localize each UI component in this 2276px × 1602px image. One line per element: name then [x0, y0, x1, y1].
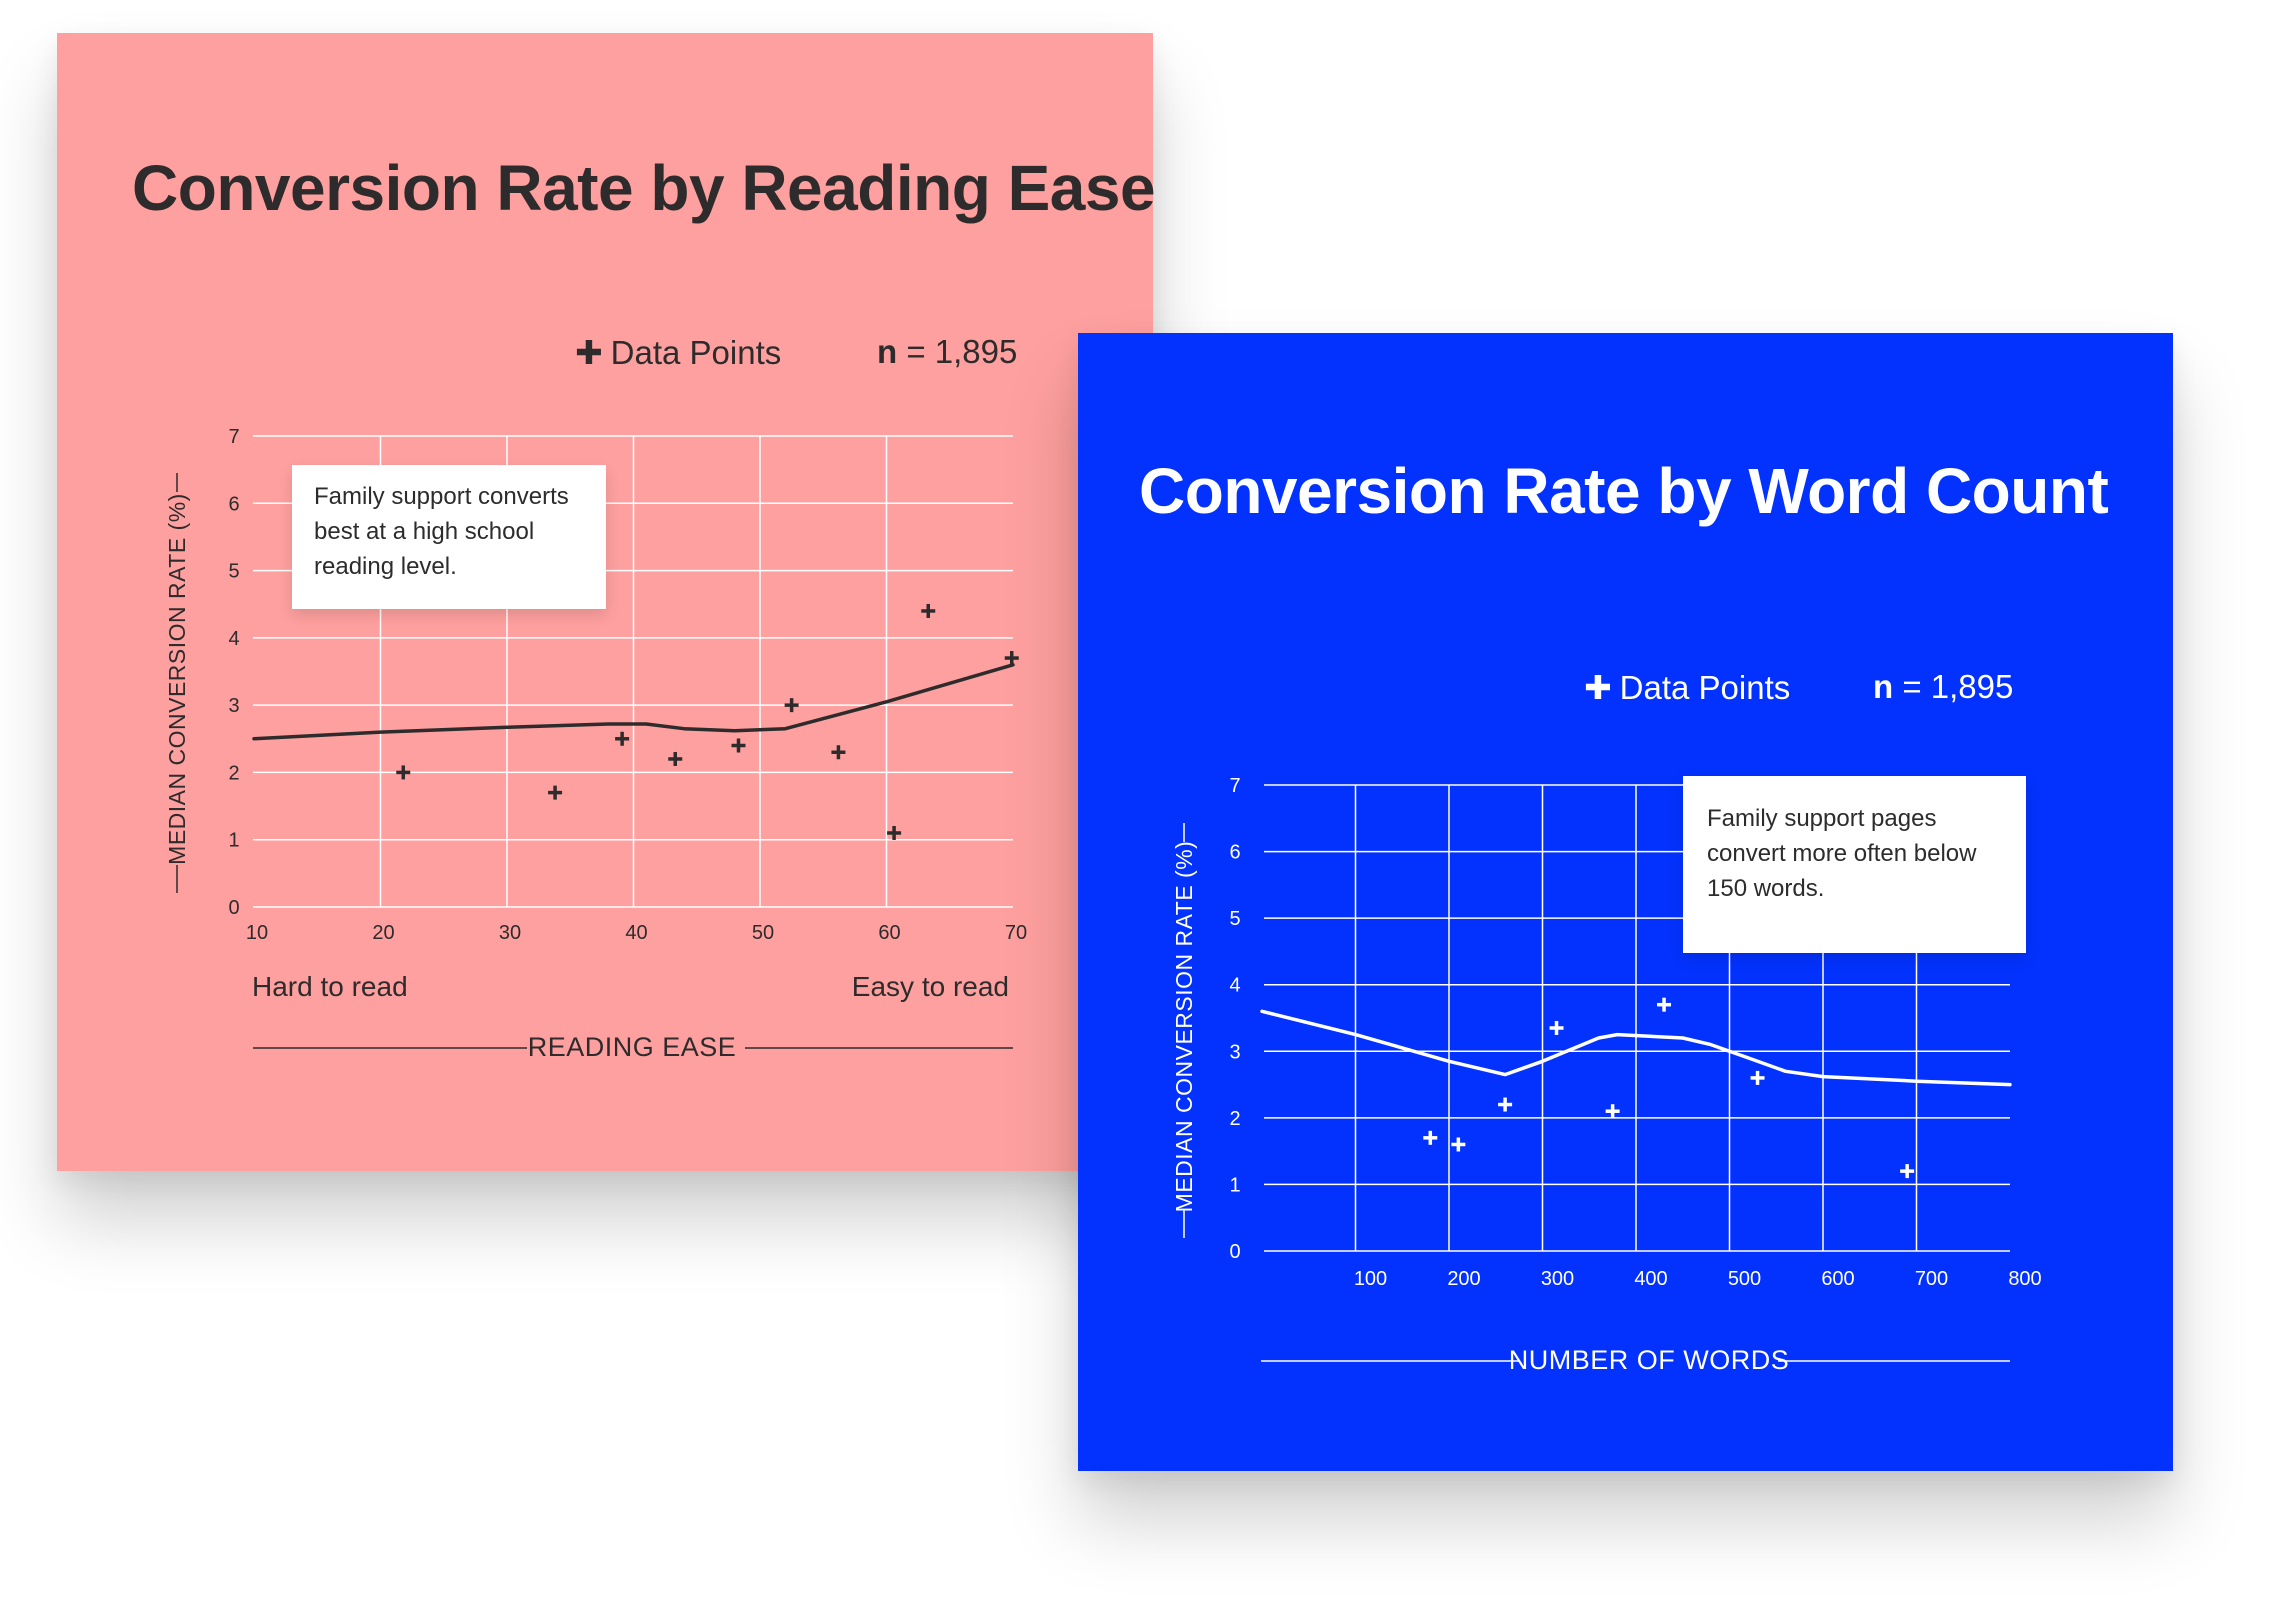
annotation-box: Family support converts best at a high s… — [292, 465, 606, 609]
reading-ease-card: Conversion Rate by Reading Ease ✚ Data Po… — [57, 33, 1156, 1171]
sample-size: n = 1,895 — [1873, 668, 2013, 706]
word-count-card: Conversion Rate by Word Count ✚ Data Poin… — [1078, 333, 2173, 1471]
legend: ✚ Data Points — [575, 333, 781, 372]
sample-size-value: = 1,895 — [906, 333, 1018, 370]
data-point-marker — [731, 738, 746, 753]
annotation-line: reading level. — [314, 553, 457, 580]
plus-icon: ✚ — [1584, 669, 1612, 706]
y-tick-label: 2 — [1229, 1108, 1240, 1130]
data-point-marker — [1900, 1164, 1915, 1179]
y-tick-label: 4 — [1229, 975, 1240, 997]
data-point-marker — [1004, 651, 1019, 666]
y-tick-label: 0 — [228, 897, 239, 919]
legend-label: Data Points — [1619, 669, 1791, 706]
y-tick-label: 7 — [1229, 775, 1240, 797]
plus-icon: ✚ — [575, 334, 603, 371]
chart-title: Conversion Rate by Reading Ease — [132, 152, 1156, 224]
x-tick-label: 100 — [1354, 1268, 1387, 1290]
y-tick-label: 6 — [1229, 842, 1240, 864]
x-axis-label: NUMBER OF WORDS — [1509, 1345, 1790, 1375]
data-point-marker — [921, 603, 936, 618]
y-tick-label: 3 — [228, 695, 239, 717]
data-point-marker — [887, 825, 902, 840]
x-tick-label: 60 — [878, 922, 900, 944]
sample-size-symbol: n — [1873, 668, 1894, 705]
x-tick-label: 70 — [1005, 922, 1027, 944]
x-tick-label: 700 — [1915, 1268, 1948, 1290]
trend-line — [1260, 1009, 2012, 1087]
annotation-line: Family support converts — [314, 483, 569, 510]
x-axis-note-left: Hard to read — [252, 971, 408, 1002]
x-tick-label: 400 — [1634, 1268, 1667, 1290]
data-point-marker — [668, 751, 683, 766]
x-tick-label: 500 — [1728, 1268, 1761, 1290]
data-point-marker — [1498, 1097, 1513, 1112]
y-tick-label: 1 — [1229, 1174, 1240, 1196]
x-tick-label: 600 — [1821, 1268, 1854, 1290]
x-tick-label: 40 — [625, 922, 647, 944]
y-tick-label: 5 — [228, 561, 239, 583]
x-axis-label: READING EASE — [528, 1032, 737, 1062]
x-tick-label: 10 — [246, 922, 268, 944]
x-tick-label: 200 — [1447, 1268, 1480, 1290]
y-tick-label: 0 — [1229, 1241, 1240, 1263]
trend-line — [252, 663, 1015, 741]
data-point-marker — [1423, 1130, 1438, 1145]
data-point-marker — [1657, 997, 1672, 1012]
y-axis-label: MEDIAN CONVERSION RATE (%) — [164, 493, 190, 865]
x-axis-note-right: Easy to read — [852, 971, 1009, 1002]
sample-size: n = 1,895 — [877, 333, 1017, 371]
annotation-line: 150 words. — [1707, 875, 1825, 902]
annotation-line: Family support pages — [1707, 805, 1937, 832]
sample-size-symbol: n — [877, 333, 898, 370]
legend-label: Data Points — [610, 334, 782, 371]
annotation-line: best at a high school — [314, 518, 535, 545]
x-tick-label: 50 — [752, 922, 774, 944]
x-tick-label: 300 — [1541, 1268, 1574, 1290]
data-point-marker — [396, 765, 411, 780]
data-point-marker — [1549, 1020, 1564, 1035]
data-point-marker — [1451, 1137, 1466, 1152]
annotation-line: convert more often below — [1707, 840, 1977, 867]
data-point-marker — [1750, 1070, 1765, 1085]
legend: ✚ Data Points — [1584, 668, 1790, 707]
y-tick-label: 5 — [1229, 908, 1240, 930]
y-tick-label: 6 — [228, 493, 239, 515]
data-point-marker — [1605, 1104, 1620, 1119]
sample-size-value: = 1,895 — [1902, 668, 2014, 705]
y-tick-label: 2 — [228, 762, 239, 784]
y-axis-label: MEDIAN CONVERSION RATE (%) — [1171, 841, 1197, 1213]
x-tick-label: 20 — [372, 922, 394, 944]
data-point-marker — [784, 698, 799, 713]
y-tick-label: 3 — [1229, 1041, 1240, 1063]
chart-title: Conversion Rate by Word Count — [1139, 455, 2109, 527]
word-count-plot: 0 1 2 3 4 5 6 7 100 200 300 400 500 600 700 800 MEDIAN C… — [1171, 775, 2042, 1375]
x-tick-label: 800 — [2008, 1268, 2041, 1290]
y-tick-label: 1 — [228, 830, 239, 852]
y-tick-label: 4 — [228, 628, 239, 650]
data-point-marker — [548, 785, 563, 800]
data-point-marker — [615, 731, 630, 746]
annotation-box: Family support pages convert more often … — [1683, 776, 2026, 953]
x-tick-label: 30 — [499, 922, 521, 944]
y-tick-label: 7 — [228, 426, 239, 448]
data-point-marker — [831, 745, 846, 760]
